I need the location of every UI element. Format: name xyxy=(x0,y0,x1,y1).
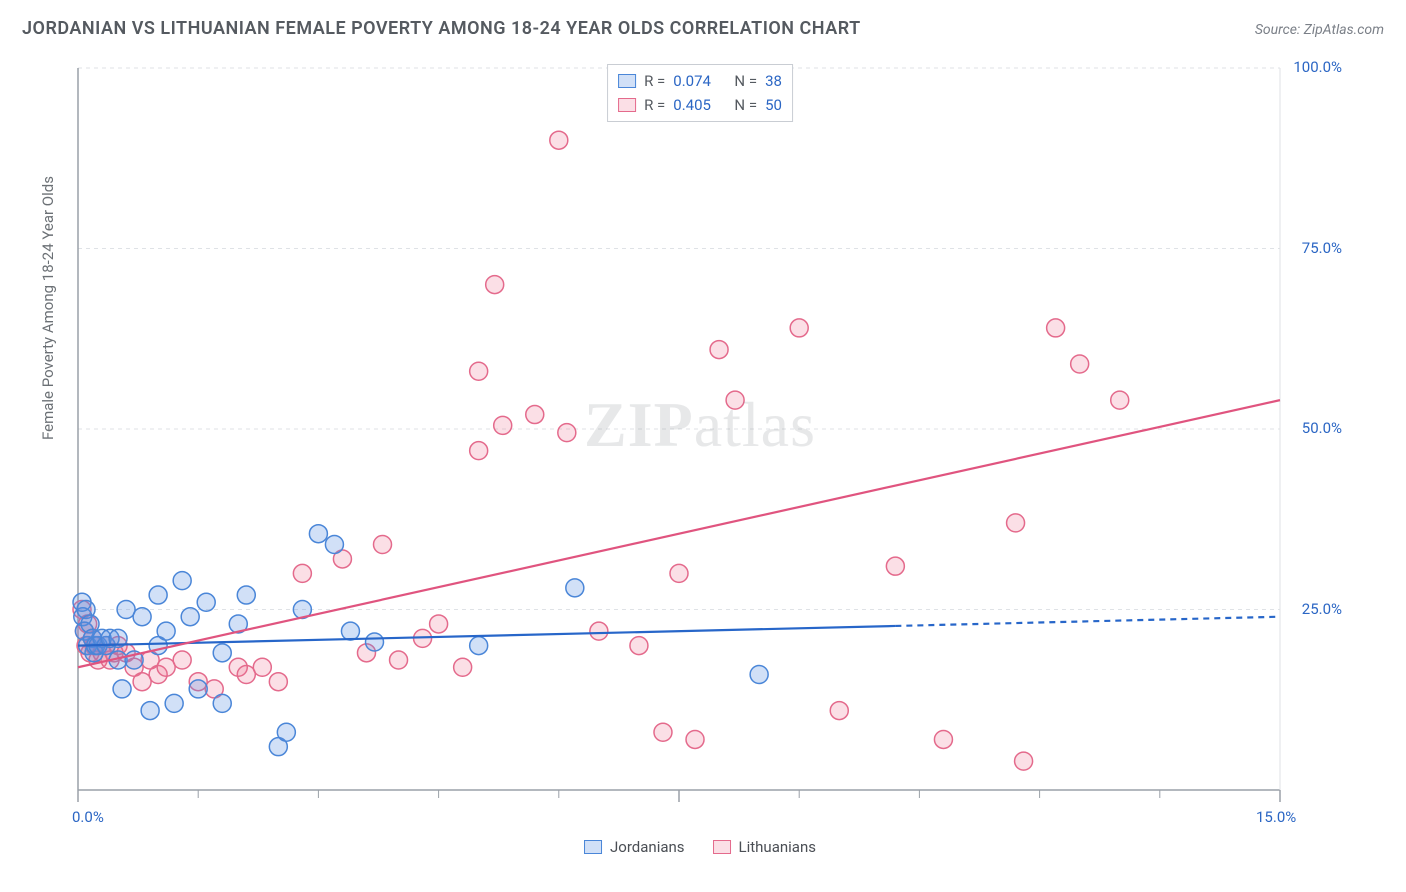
source-attribution: Source: ZipAtlas.com xyxy=(1255,22,1384,38)
n-value-lithuanians: 50 xyxy=(765,93,782,117)
swatch-lithuanians xyxy=(618,98,636,112)
x-tick-label: 0.0% xyxy=(72,808,104,826)
y-tick-label: 25.0% xyxy=(1302,600,1342,618)
swatch-lithuanians-icon xyxy=(713,840,731,854)
header: JORDANIAN VS LITHUANIAN FEMALE POVERTY A… xyxy=(0,0,1406,49)
legend-item-jordanians: Jordanians xyxy=(584,838,685,856)
r-label: R = xyxy=(644,69,665,93)
chart-title: JORDANIAN VS LITHUANIAN FEMALE POVERTY A… xyxy=(22,18,861,39)
y-tick-label: 50.0% xyxy=(1302,419,1342,437)
legend-label-jordanians: Jordanians xyxy=(610,838,685,856)
r-label: R = xyxy=(644,93,665,117)
swatch-jordanians-icon xyxy=(584,840,602,854)
scatter-plot xyxy=(50,60,1350,820)
swatch-jordanians xyxy=(618,74,636,88)
n-value-jordanians: 38 xyxy=(765,69,782,93)
legend-item-lithuanians: Lithuanians xyxy=(713,838,816,856)
y-tick-label: 100.0% xyxy=(1293,58,1342,76)
y-tick-label: 75.0% xyxy=(1302,239,1342,257)
series-legend: Jordanians Lithuanians xyxy=(584,838,816,856)
chart-area: Female Poverty Among 18-24 Year Olds ZIP… xyxy=(50,60,1350,820)
r-value-lithuanians: 0.405 xyxy=(673,93,711,117)
r-value-jordanians: 0.074 xyxy=(673,69,711,93)
source-prefix: Source: xyxy=(1255,22,1304,38)
source-name: ZipAtlas.com xyxy=(1304,22,1384,38)
legend-label-lithuanians: Lithuanians xyxy=(739,838,816,856)
stats-legend: R = 0.074 N = 38 R = 0.405 N = 50 xyxy=(607,64,793,122)
stats-row-lithuanians: R = 0.405 N = 50 xyxy=(618,93,782,117)
n-label: N = xyxy=(734,93,757,117)
x-tick-label: 15.0% xyxy=(1256,808,1296,826)
stats-row-jordanians: R = 0.074 N = 38 xyxy=(618,69,782,93)
n-label: N = xyxy=(734,69,757,93)
